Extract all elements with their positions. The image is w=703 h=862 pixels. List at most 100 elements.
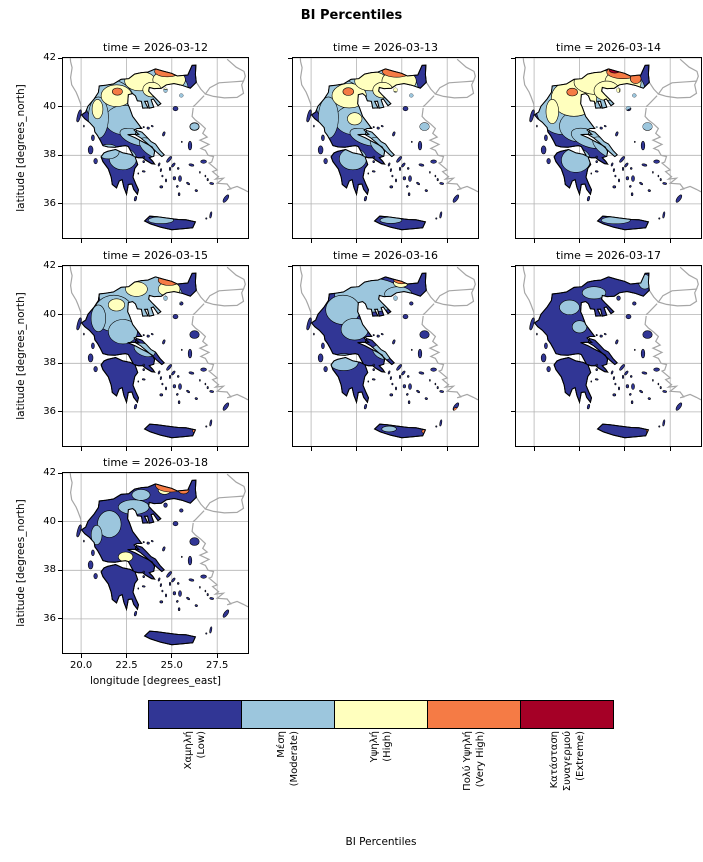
x-axis-tick: [533, 239, 535, 243]
y-axis-tick: [288, 411, 292, 413]
figure-title: BI Percentiles: [300, 8, 403, 23]
x-axis-tick: [126, 239, 127, 243]
colorbar-axis-label: BI Percentiles: [345, 836, 417, 848]
y-axis-label: latitude [degrees_north]: [15, 292, 27, 420]
y-axis-tick: [58, 265, 62, 267]
y-axis-tick: [58, 521, 62, 523]
y-axis-tick: [511, 154, 515, 156]
y-axis-tick: [288, 57, 292, 59]
x-axis-tick: [356, 447, 357, 451]
y-axis-tick: [58, 569, 62, 571]
x-axis-tick: [126, 447, 127, 451]
y-tick-label: 36: [43, 405, 56, 417]
greece-map: [63, 266, 248, 446]
map-panel-2: time = 2026-03-13: [288, 41, 479, 243]
colorbar-segment-2: [242, 701, 335, 728]
map-panel-3: time = 2026-03-14: [511, 41, 702, 243]
x-axis-tick: [446, 447, 448, 451]
y-tick-label: 38: [43, 149, 56, 161]
x-axis-tick: [310, 239, 312, 243]
category-english: (High): [382, 731, 393, 762]
y-tick-label: 42: [43, 260, 56, 271]
x-axis-tick: [669, 239, 671, 243]
greece-map: [63, 58, 248, 238]
colorbar-category-label: Πολύ Υψηλή (Very High): [453, 731, 495, 831]
y-tick-label: 36: [43, 197, 56, 209]
panel-title: time = 2026-03-15: [103, 249, 208, 262]
greece-map: [516, 58, 701, 238]
y-axis-tick: [288, 106, 292, 108]
x-axis-tick: [533, 447, 535, 451]
x-axis-tick: [401, 239, 403, 243]
y-axis-tick: [511, 411, 515, 413]
panel-title: time = 2026-03-12: [103, 41, 208, 54]
y-tick-label: 40: [43, 515, 56, 527]
map-panel-5: time = 2026-03-16: [288, 249, 479, 451]
y-axis-tick: [58, 314, 62, 316]
x-axis-tick: [80, 447, 82, 451]
colorbar-segment-5: [521, 701, 613, 728]
y-tick-label: 40: [43, 308, 56, 320]
colorbar-segment-4: [428, 701, 521, 728]
x-axis-tick: [446, 239, 448, 243]
x-axis-tick: [579, 239, 580, 243]
x-axis-tick: [624, 447, 626, 451]
category-english: (Moderate): [288, 731, 300, 787]
panel-title: time = 2026-03-13: [333, 41, 438, 54]
category-english: (Low): [195, 731, 207, 759]
y-axis-tick: [288, 362, 292, 364]
x-axis-tick: [171, 239, 173, 243]
y-axis-tick: [58, 154, 62, 156]
x-axis-tick: [624, 239, 626, 243]
x-axis-tick: [310, 447, 312, 451]
y-tick-label: 42: [43, 52, 56, 63]
panel-title: time = 2026-03-18: [103, 456, 208, 469]
x-axis-tick: [216, 447, 218, 451]
y-axis-tick: [58, 106, 62, 108]
y-axis-tick: [288, 154, 292, 156]
category-english: (Extreme): [574, 731, 586, 781]
x-tick-label: 27.5: [206, 660, 229, 671]
category-name: Χαμηλή: [182, 731, 194, 770]
x-tick-label: 20.0: [69, 660, 93, 671]
y-axis-tick: [511, 203, 515, 205]
greece-map: [293, 266, 478, 446]
y-axis-tick: [58, 618, 62, 620]
panel-title: time = 2026-03-16: [333, 249, 438, 262]
colorbar-segment-1: [149, 701, 242, 728]
x-axis-tick: [80, 654, 82, 658]
x-axis-tick: [80, 239, 82, 243]
y-tick-label: 36: [43, 612, 56, 624]
panel-title: time = 2026-03-17: [556, 249, 661, 262]
map-panel-6: time = 2026-03-17: [511, 249, 702, 451]
y-axis-tick: [288, 265, 292, 267]
colorbar-category-label: Κατάσταση Συναγερμού (Extreme): [546, 731, 588, 831]
x-axis-tick: [401, 447, 403, 451]
y-axis-tick: [511, 106, 515, 108]
y-tick-label: 38: [43, 357, 56, 369]
y-tick-label: 38: [43, 564, 56, 576]
x-tick-label: 25.0: [160, 660, 183, 671]
y-axis-tick: [58, 203, 62, 205]
colorbar-category-label: Χαμηλή (Low): [174, 731, 216, 831]
y-axis-label: latitude [degrees_north]: [15, 84, 27, 212]
category-name: Μέση: [275, 731, 287, 758]
y-axis-tick: [58, 57, 62, 59]
greece-map: [293, 58, 478, 238]
x-axis-label: longitude [degrees_east]: [89, 675, 221, 687]
category-name: Υψηλή: [369, 731, 380, 763]
panel-title: time = 2026-03-14: [556, 41, 661, 54]
y-axis-tick: [58, 362, 62, 364]
y-tick-label: 40: [43, 100, 56, 112]
y-axis-tick: [288, 203, 292, 205]
x-axis-tick: [669, 447, 671, 451]
category-english: (Very High): [475, 731, 487, 788]
y-axis-tick: [288, 314, 292, 316]
x-axis-tick: [216, 239, 218, 243]
y-tick-label: 42: [43, 467, 56, 478]
x-tick-label: 22.5: [115, 660, 138, 671]
colorbar-segment-3: [335, 701, 428, 728]
greece-map: [63, 473, 248, 653]
greece-map: [516, 266, 701, 446]
